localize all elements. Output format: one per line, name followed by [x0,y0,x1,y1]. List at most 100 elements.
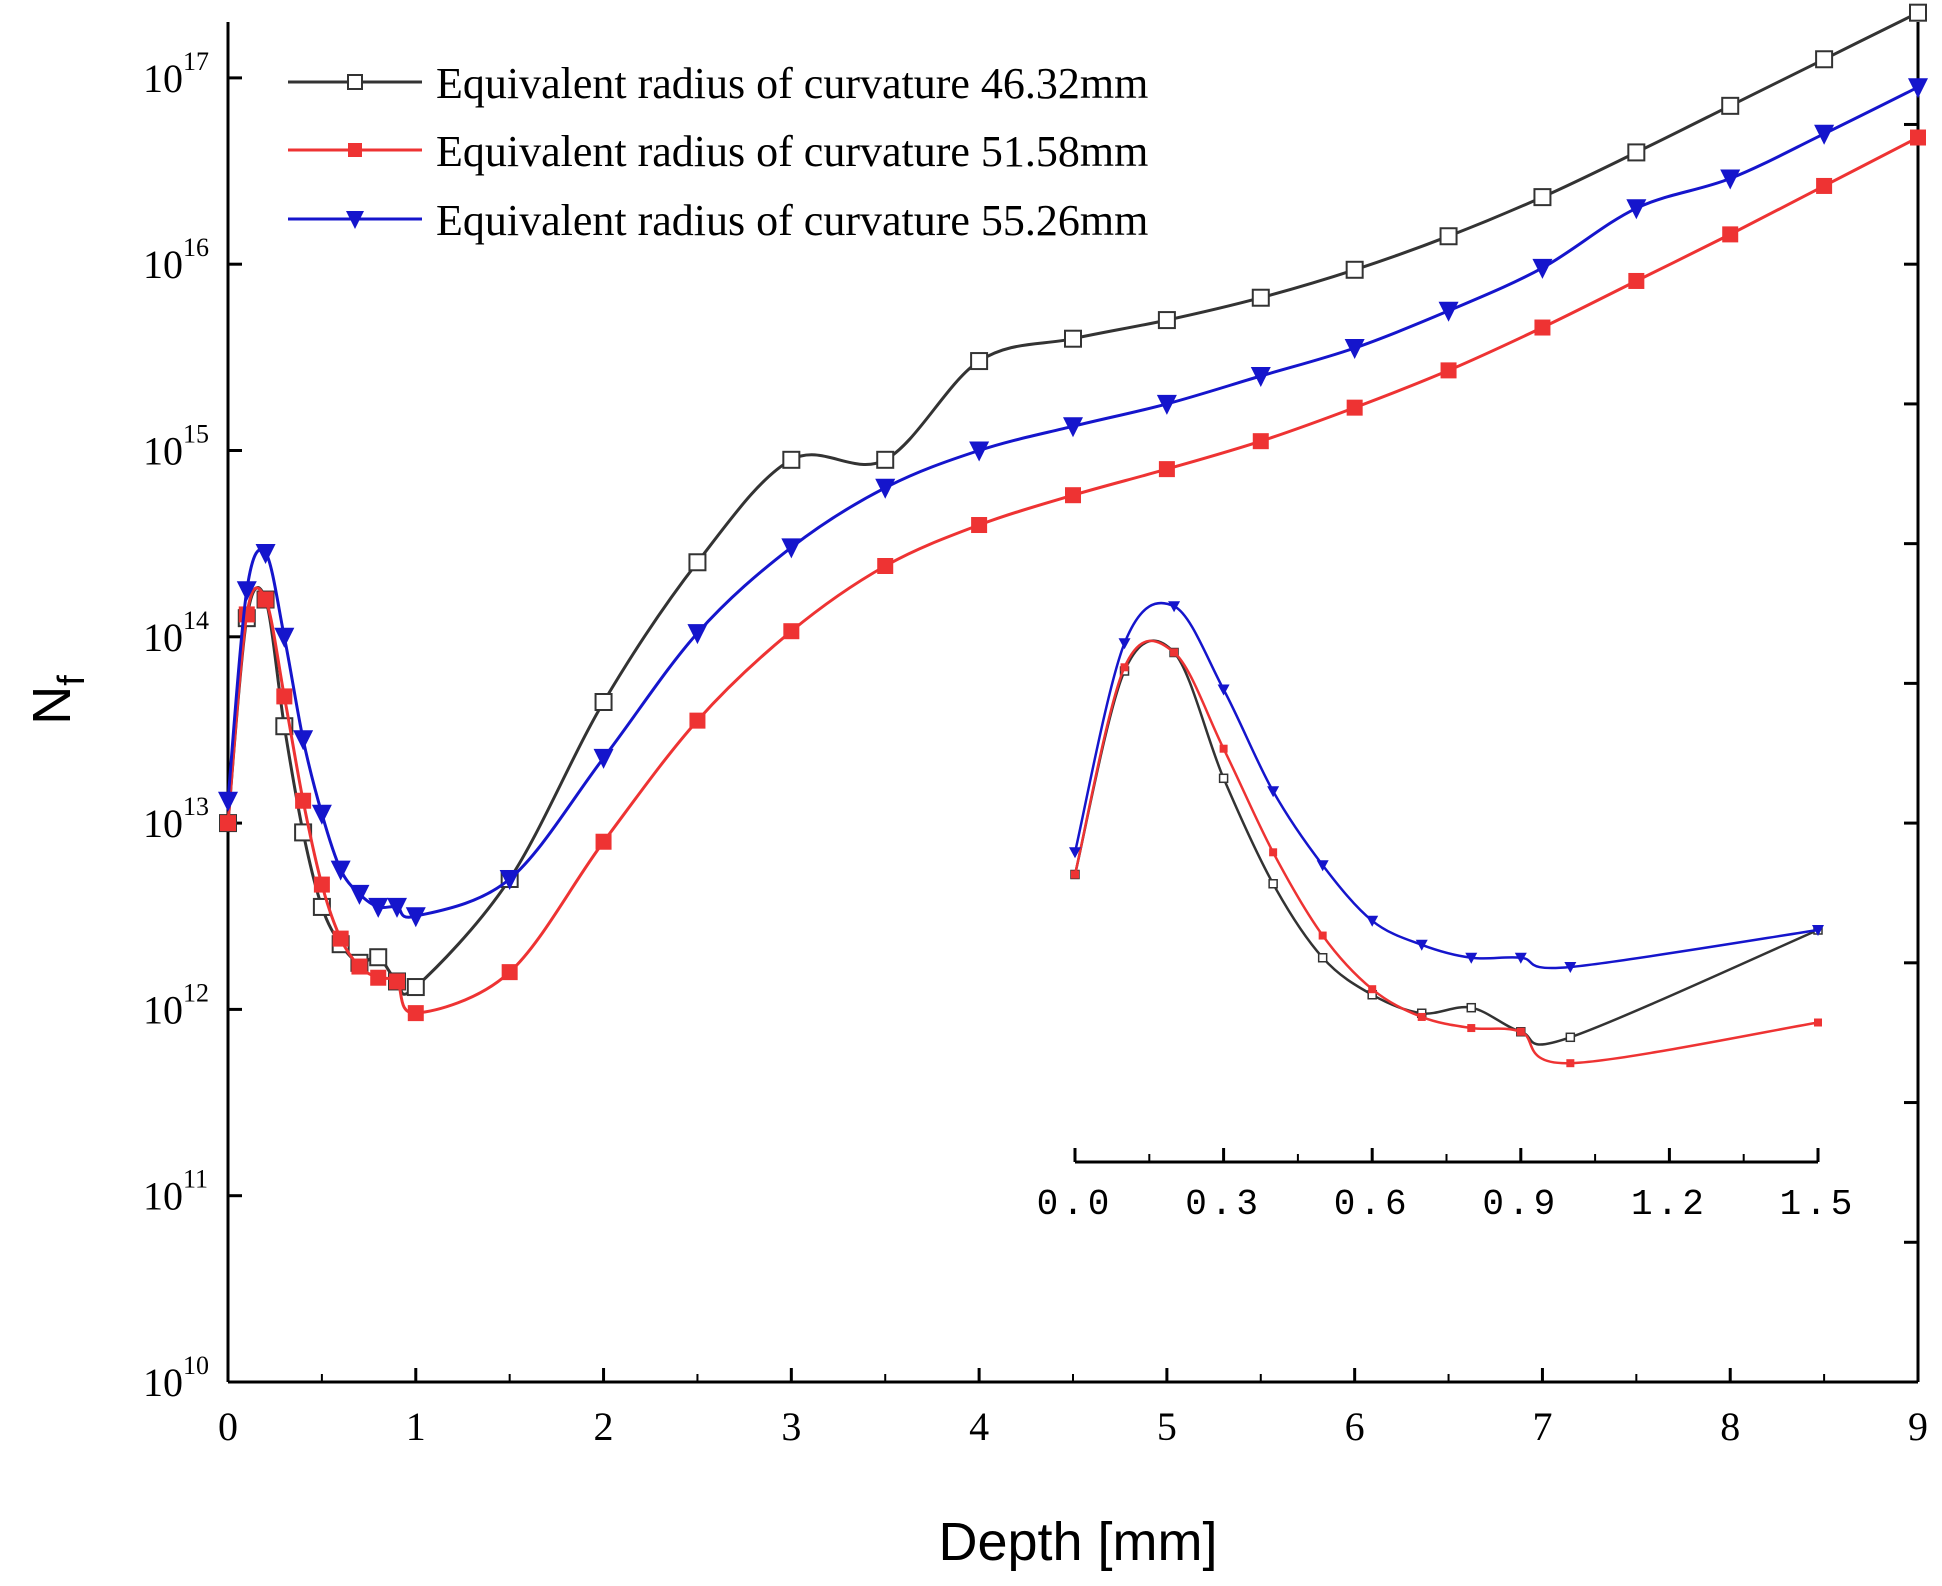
legend-marker-51-58mm [348,143,362,157]
legend-item-46-32mm: Equivalent radius of curvature 46.32mm [288,59,1148,108]
data-point [1439,227,1458,246]
data-point [1250,366,1271,387]
data-point [257,591,274,608]
data-point [687,624,708,645]
data-point [595,833,612,850]
inset-x-tick-label: 1.2 [1631,1184,1708,1225]
inset-data-point [1218,773,1229,784]
data-point [332,930,349,947]
data-point [1438,301,1459,322]
data-point [274,627,295,648]
data-point [405,907,426,928]
y-tick-exponent: 14 [183,606,209,635]
data-point [1534,319,1551,336]
y-axis-title-sub: f [51,675,93,686]
data-point [1346,399,1363,416]
inset-data-point [1316,860,1329,872]
data-point [1158,461,1175,478]
x-tick-label: 9 [1908,1404,1928,1449]
data-point [1156,394,1177,415]
data-point [1532,258,1553,279]
x-tick-label: 3 [781,1404,801,1449]
x-axis-title: Depth [mm] [938,1512,1217,1572]
data-point [220,815,236,832]
inset-data-point [1466,1002,1477,1013]
y-tick-label: 10 [143,615,183,660]
y-axis-title-main: N [22,686,82,725]
data-point [1720,169,1741,190]
x-tick-label: 2 [594,1404,614,1449]
y-tick-exponent: 13 [183,792,209,821]
inset-data-point [1071,870,1079,879]
data-point [1909,3,1927,22]
data-point [238,606,255,623]
data-point [1910,129,1926,146]
y-tick-exponent: 16 [183,233,209,262]
data-point [1344,339,1365,360]
inset-x-tick-label: 0.0 [1037,1184,1114,1225]
series-2 [218,78,1928,928]
data-point [781,538,802,559]
data-point [351,958,368,975]
data-point [1816,177,1833,194]
inset-data-point [1269,848,1278,857]
data-point [593,748,614,769]
y-tick-label: 10 [143,1360,183,1405]
inset-data-point [1219,744,1228,753]
data-point [1440,362,1457,379]
data-point [1533,188,1552,207]
data-point [389,973,405,990]
data-point [969,441,990,462]
x-tick-label: 7 [1532,1404,1552,1449]
data-point [876,450,895,469]
x-tick-label: 5 [1157,1404,1177,1449]
data-point [368,897,389,918]
data-point [1722,226,1739,243]
data-point [1345,260,1364,279]
data-point [1065,487,1081,504]
y-tick-exponent: 11 [183,1165,208,1194]
data-point [349,884,370,905]
data-point [970,352,989,371]
data-point [369,948,388,967]
inset-data-point [1366,915,1379,927]
data-point [1627,143,1646,162]
data-point [387,897,407,918]
data-point [1814,124,1835,145]
y-tick-label: 10 [143,56,183,101]
data-point [1908,78,1928,99]
y-tick-label: 10 [143,242,183,287]
data-point [255,543,276,564]
data-point [1252,433,1269,450]
data-point [295,792,312,809]
inset-layer: 0.0 0.3 0.6 0.9 1.2 1.5 [1037,601,1852,1225]
data-point [293,730,314,751]
inset-series-line-1 [1073,639,1819,1065]
y-tick-label: 10 [143,987,183,1032]
data-point [501,964,518,981]
legend-marker-55-26mm [346,211,364,229]
inset-data-point [1267,786,1280,798]
inset-data-point [1217,684,1230,696]
y-tick-label: 10 [143,1174,183,1219]
legend-label-51-58mm: Equivalent radius of curvature 51.58mm [436,127,1148,176]
inset-data-point [1268,879,1278,889]
legend-item-55-26mm: Equivalent radius of curvature 55.26mm [288,196,1148,245]
inset-data-point [1318,931,1327,940]
inset-data-point [1118,638,1131,650]
data-point [688,553,707,572]
data-point [877,558,894,574]
legend-marker-46-32mm [347,74,363,90]
data-point [875,478,896,499]
series-layer [218,3,1928,1022]
data-point [236,581,257,602]
data-point [971,517,988,534]
y-tick-exponent: 17 [183,47,209,76]
data-point [276,688,293,705]
inset-data-point [1465,952,1478,964]
data-point [689,712,706,729]
data-point [783,623,800,640]
data-point [370,969,387,986]
